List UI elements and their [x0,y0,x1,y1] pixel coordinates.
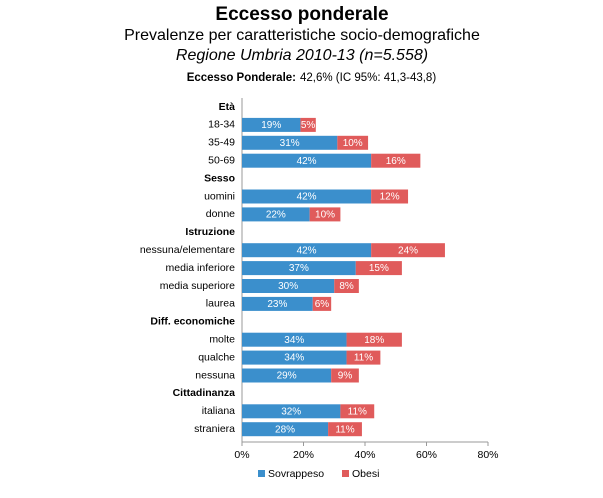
value-label: 18% [364,335,384,346]
note: 42,6% (IC 95%: 41,3-43,8) [300,72,436,84]
bar-segment [355,261,402,276]
bar-segment [242,350,347,365]
bar-segment [242,135,338,150]
value-label: 32% [281,406,301,417]
chart-subtitle: Prevalenze per caratteristiche socio-dem… [124,27,480,44]
value-label: 23% [267,299,287,310]
y-tick-label: qualche [198,351,235,363]
bar-segment [300,117,316,132]
value-label: 10% [315,210,335,221]
note-label: Eccesso Ponderale: [187,72,296,84]
group-label: Diff. economiche [150,316,235,328]
y-tick-label: uomini [204,190,235,202]
x-tick-label: 0% [234,449,249,461]
legend-label: Sovrappeso [268,468,324,480]
bar-segment [242,243,372,258]
bar-segment [312,296,332,311]
bar-segment [337,135,369,150]
bar-segment [328,422,362,437]
value-label: 9% [338,371,353,382]
chart-title: Eccesso ponderale [215,4,388,25]
group-label: Cittadinanza [173,387,236,399]
group-label: Sesso [204,172,235,184]
value-label: 34% [284,353,304,364]
value-label: 42% [297,192,317,203]
bar-segment [242,368,332,383]
bar-segment [242,279,335,293]
value-label: 30% [278,281,298,292]
value-label: 29% [277,371,297,382]
bar-segment [242,404,341,419]
value-label: 24% [398,245,418,256]
value-label: 8% [339,281,354,292]
bar-segment [346,332,402,347]
bar-segment [242,332,347,347]
legend-label: Obesi [352,468,379,480]
bar-segment [242,207,310,222]
value-label: 15% [369,263,389,274]
bar-segment [346,350,381,365]
y-tick-label: 50-69 [208,154,235,166]
bar-segment [242,117,301,132]
bar-segment [331,368,359,383]
bar-segment [242,189,372,204]
bar-segment [371,153,421,168]
y-tick-label: media inferiore [166,262,236,274]
value-label: 22% [266,210,286,221]
value-label: 34% [284,335,304,346]
value-label: 11% [354,353,373,364]
bar-segment [242,261,356,276]
bar-segment [242,296,313,311]
y-tick-label: nessuna [195,369,235,381]
group-label: Età [219,101,236,113]
value-label: 11% [348,406,367,417]
y-tick-label: laurea [206,298,235,310]
value-label: 5% [301,120,316,131]
y-tick-label: donne [206,208,235,220]
value-label: 10% [343,138,363,149]
value-label: 11% [335,424,354,435]
value-label: 31% [280,138,300,149]
group-label: Istruzione [185,226,235,238]
y-tick-label: media superiore [160,280,235,292]
bar-segment [242,422,329,437]
bar-segment [334,279,359,293]
x-tick-label: 40% [354,449,375,461]
legend-swatch [342,470,349,477]
y-tick-label: nessuna/elementare [140,244,235,256]
bar-segment [371,189,409,204]
value-label: 42% [297,156,317,167]
y-tick-label: italiana [202,405,235,417]
legend-swatch [258,470,265,477]
x-tick-label: 80% [477,449,498,461]
x-tick-label: 20% [293,449,314,461]
bar-segment [242,153,372,168]
bar-segment [340,404,375,419]
bar-segment [371,243,445,258]
x-tick-label: 60% [416,449,437,461]
value-label: 28% [275,424,295,435]
y-tick-label: 18-34 [208,119,235,131]
value-label: 37% [289,263,309,274]
y-tick-label: 35-49 [208,137,235,149]
chart-subtitle: Regione Umbria 2010-13 (n=5.558) [176,47,428,64]
bar-segment [309,207,341,222]
y-tick-label: molte [209,333,235,345]
value-label: 12% [380,192,400,203]
value-label: 6% [315,299,330,310]
value-label: 19% [261,120,281,131]
y-tick-label: straniera [194,423,235,435]
value-label: 42% [297,245,317,256]
value-label: 16% [386,156,406,167]
